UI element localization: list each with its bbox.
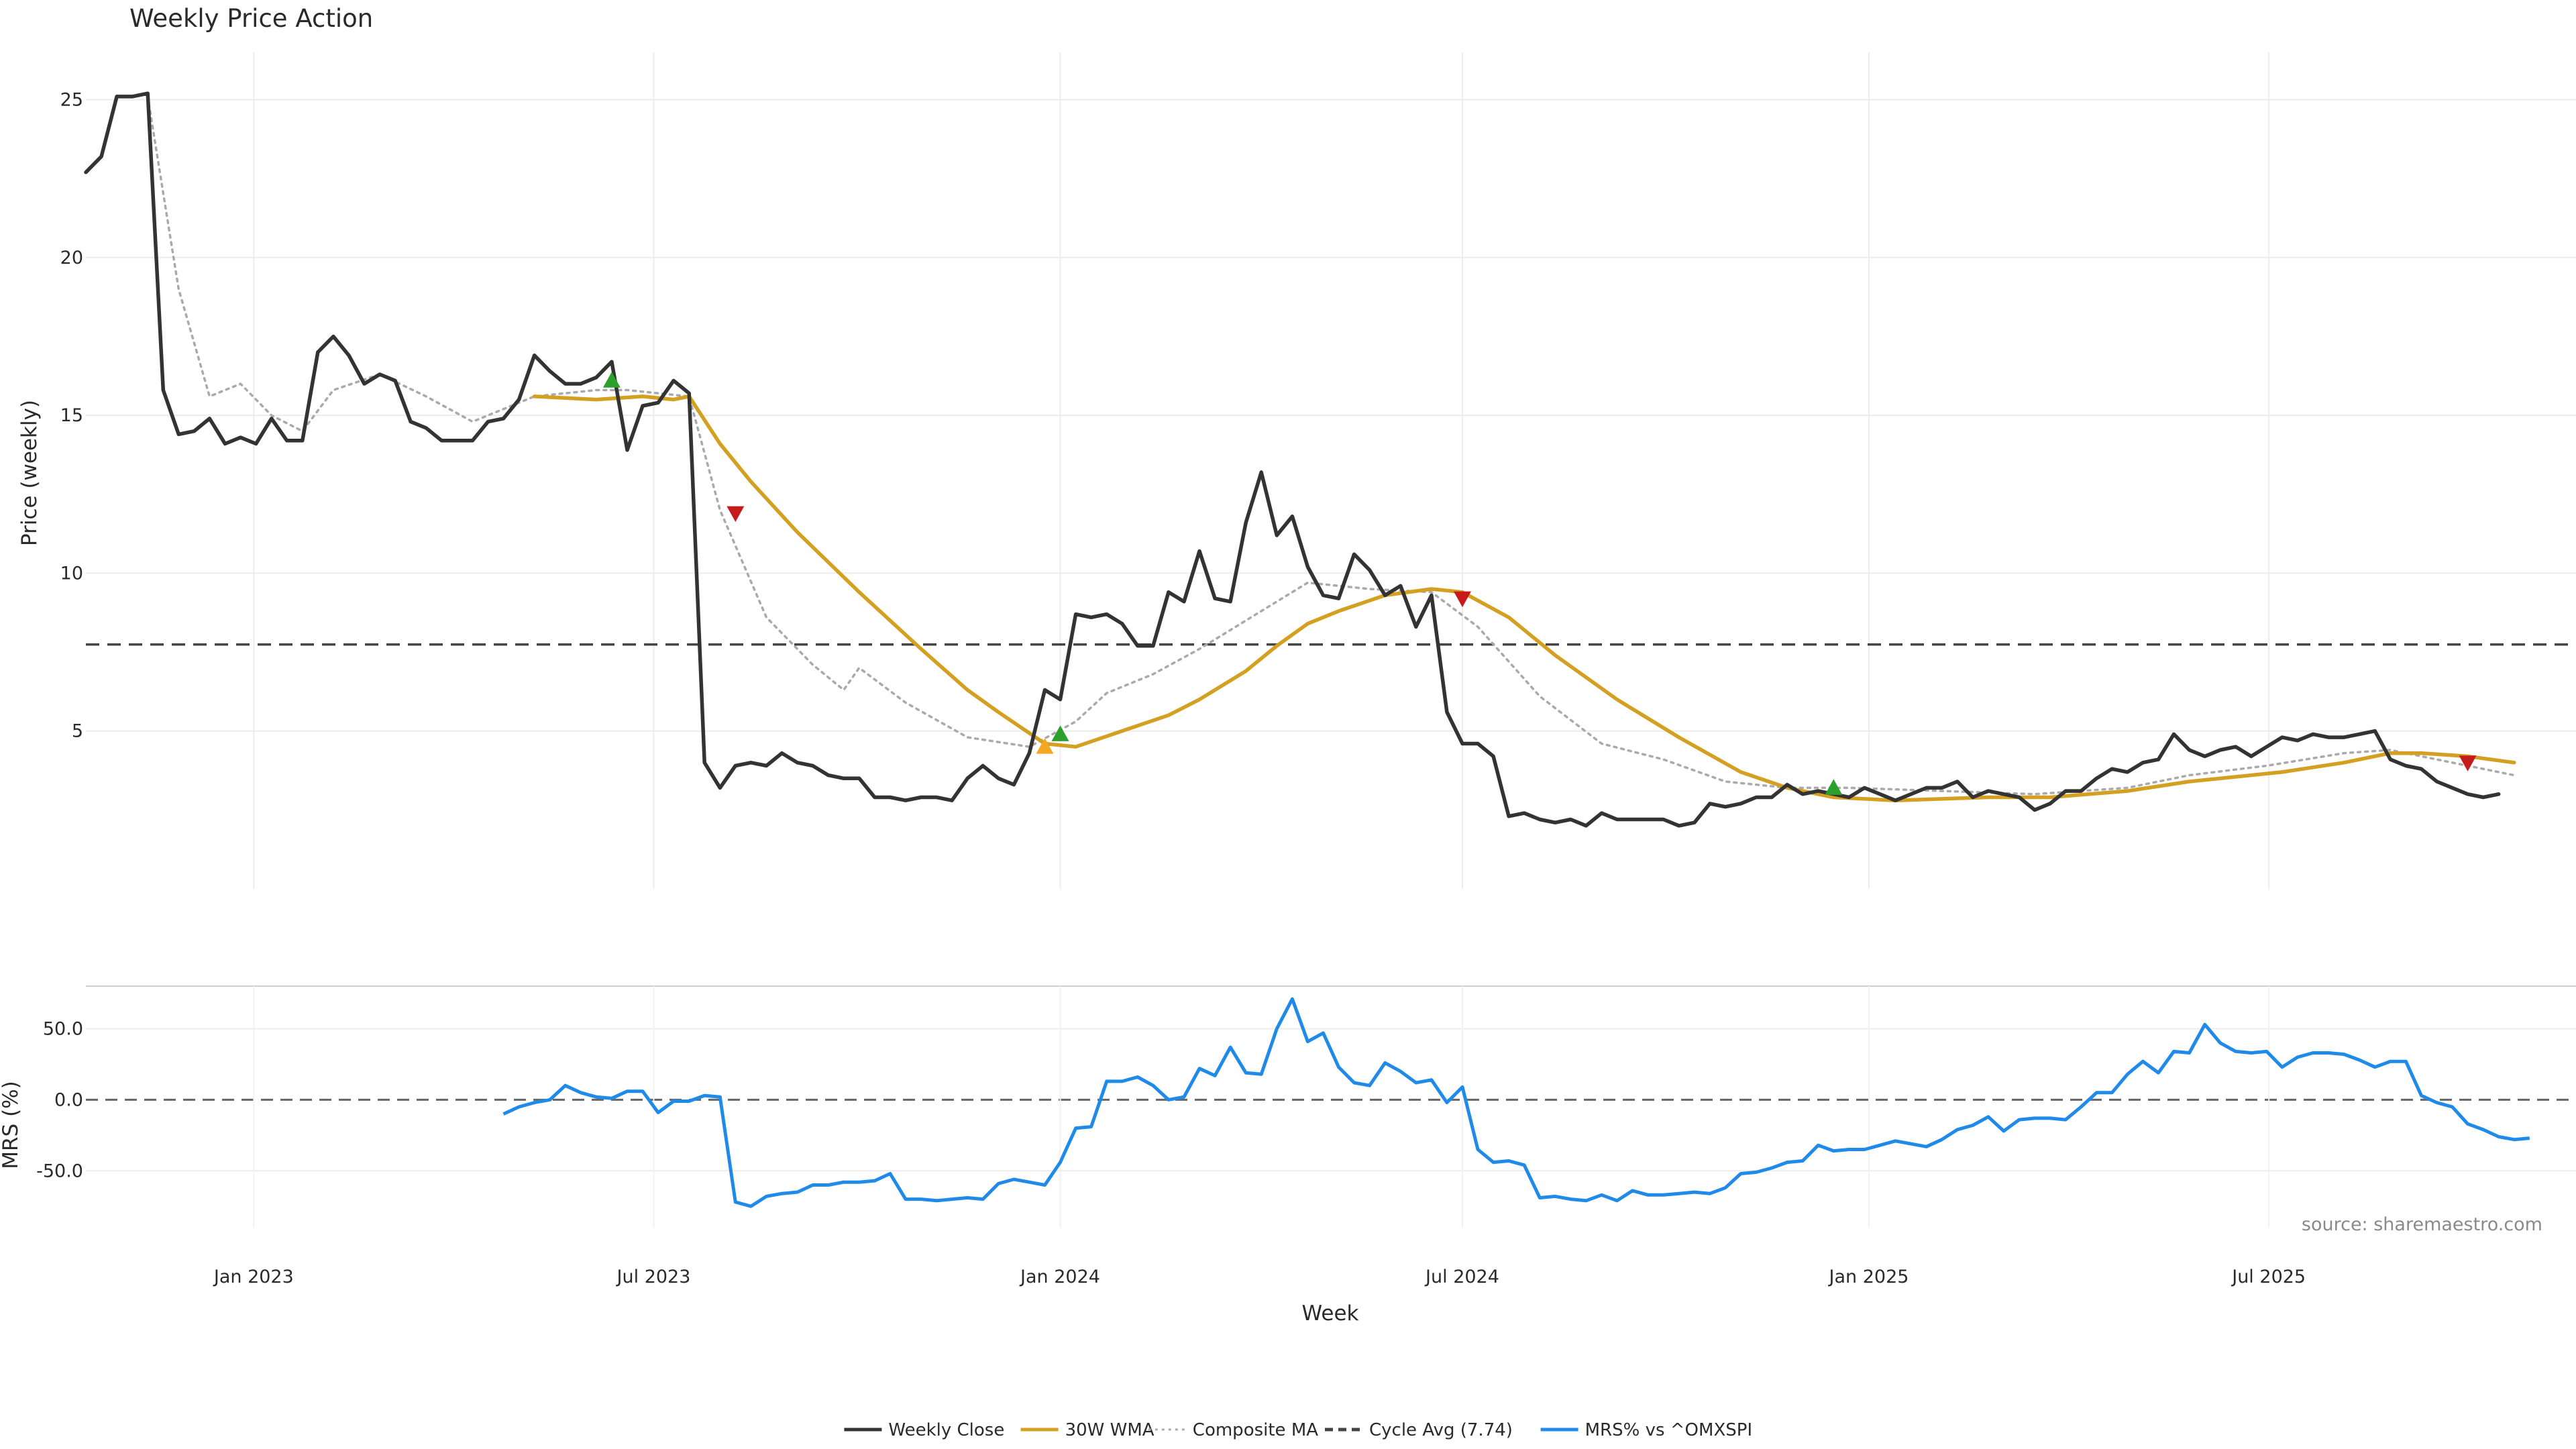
- price-y-tick-label: 10: [60, 563, 83, 584]
- buy-signal-marker: [1825, 779, 1843, 795]
- mrs-series: [502, 997, 2530, 1208]
- mrs-grid: [86, 985, 2576, 1228]
- legend-label: 30W WMA: [1065, 1420, 1155, 1440]
- legend-label: Cycle Avg (7.74): [1369, 1420, 1513, 1440]
- price-y-tick-label: 25: [60, 90, 83, 111]
- x-axis-label: Week: [1302, 1301, 1359, 1326]
- y-tick-labels: 5 10 15 20 25 50.0 0.0 -50.0: [36, 90, 83, 1182]
- x-tick-label: Jul 2025: [2231, 1267, 2306, 1287]
- x-tick-label: Jan 2023: [213, 1267, 294, 1287]
- 30w-wma-line: [532, 394, 2516, 802]
- buy-signal-marker: [602, 372, 621, 388]
- mrs-axis-label: MRS (%): [0, 1081, 23, 1169]
- chart-title: Weekly Price Action: [129, 4, 373, 33]
- buy-signal-marker: [1051, 725, 1069, 741]
- price-y-tick-label: 20: [60, 248, 83, 268]
- chart-legend: Weekly Close 30W WMA Composite MA Cycle Avg…: [844, 1420, 1752, 1440]
- sell-signal-marker: [727, 506, 745, 523]
- legend-label: Composite MA: [1193, 1420, 1318, 1440]
- x-tick-label: Jan 2025: [1828, 1267, 1909, 1287]
- price-grid: [86, 52, 2576, 889]
- composite-ma-line: [146, 95, 2516, 796]
- mrs-line: [502, 997, 2530, 1208]
- price-y-tick-label: 5: [72, 721, 83, 742]
- sell-signal-marker: [1453, 591, 1471, 608]
- mrs-y-tick-label: 50.0: [43, 1019, 83, 1040]
- price-axis-label: Price (weekly): [17, 400, 42, 546]
- weekly-close-line: [84, 91, 2501, 828]
- price-y-tick-label: 15: [60, 405, 83, 426]
- price-series: [84, 91, 2576, 828]
- x-tick-label: Jul 2023: [616, 1267, 691, 1287]
- buy-signal-marker: [1036, 738, 1054, 754]
- mrs-y-tick-label: 0.0: [54, 1089, 83, 1110]
- x-tick-labels: Jan 2023 Jul 2023 Jan 2024 Jul 2024 Jan 2025…: [213, 1267, 2306, 1287]
- sell-signal-marker: [2459, 755, 2477, 771]
- source-note: source: sharemaestro.com: [2302, 1214, 2542, 1235]
- x-tick-label: Jan 2024: [1019, 1267, 1100, 1287]
- legend-label: MRS% vs ^OMXSPI: [1585, 1420, 1753, 1440]
- x-tick-label: Jul 2024: [1424, 1267, 1499, 1287]
- legend-label: Weekly Close: [888, 1420, 1004, 1440]
- mrs-y-tick-label: -50.0: [36, 1161, 83, 1181]
- signal-markers: [602, 372, 2477, 795]
